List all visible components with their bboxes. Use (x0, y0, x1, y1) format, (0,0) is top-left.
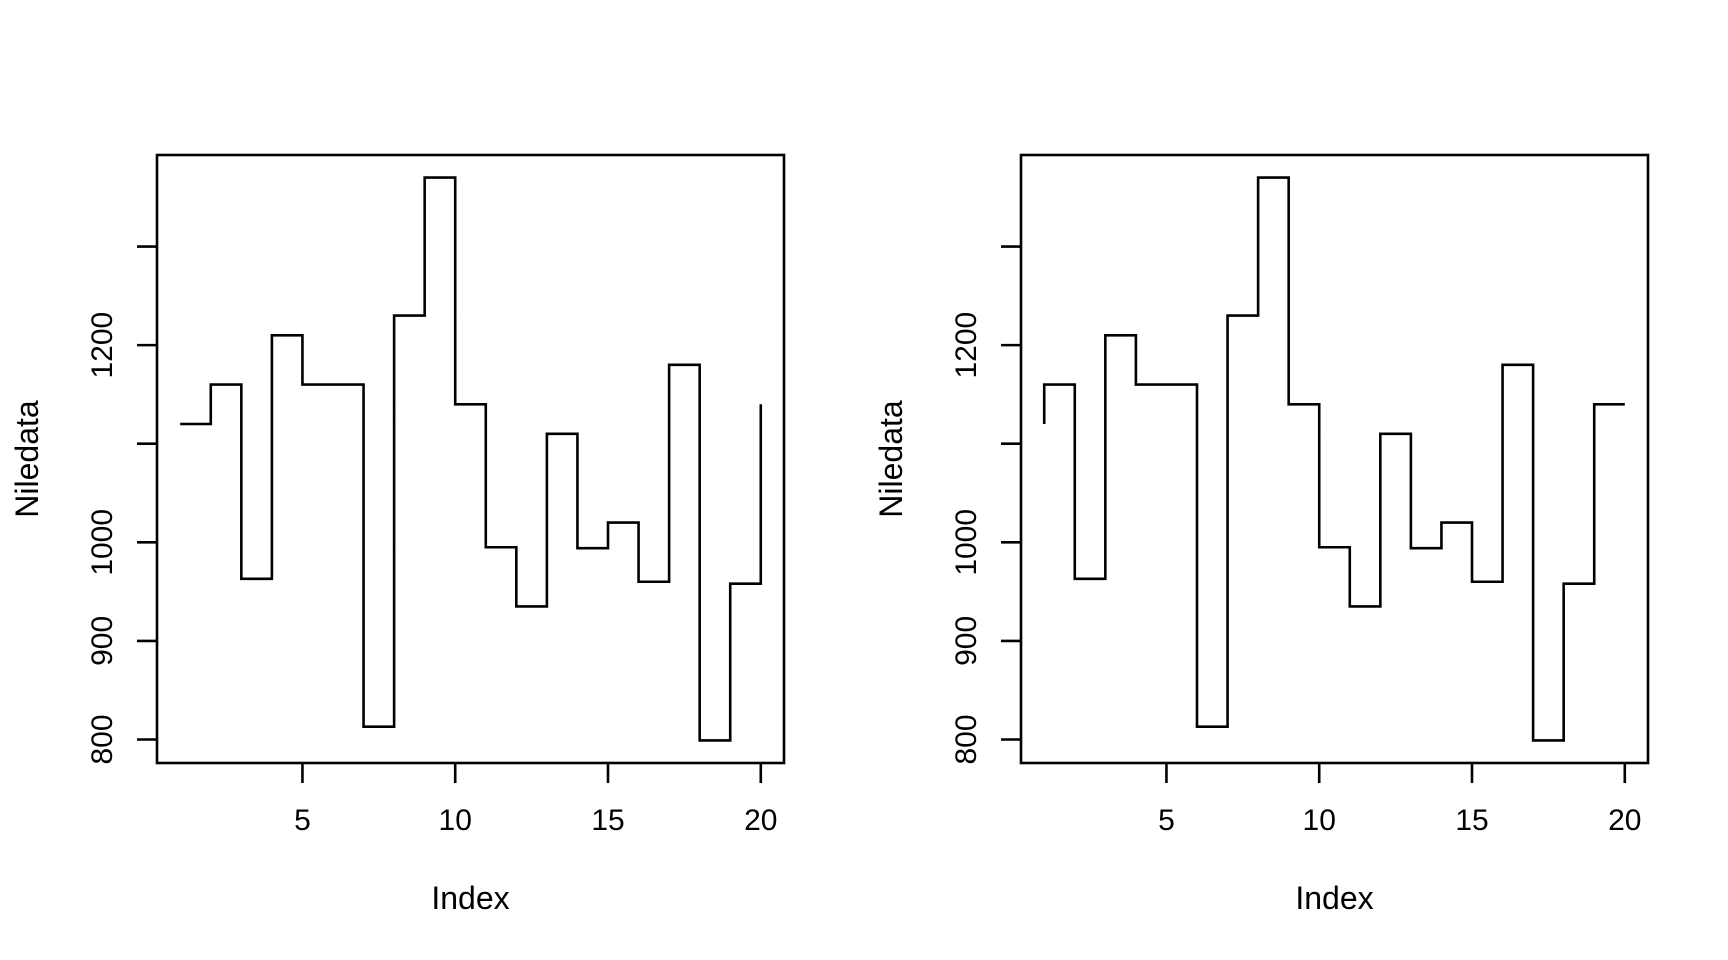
x-axis: 5 10 15 20 (294, 763, 777, 837)
y-tick-label: 800 (950, 714, 983, 764)
x-tick-label: 15 (1455, 804, 1488, 837)
x-tick-label: 5 (1158, 804, 1175, 837)
y-tick-label: 1000 (950, 509, 983, 576)
y-tick-label: 1200 (950, 312, 983, 379)
y-tick-label: 900 (950, 616, 983, 666)
x-tick-label: 10 (439, 804, 472, 837)
y-axis-title: Niledata (9, 400, 45, 518)
y-axis-title: Niledata (873, 400, 909, 518)
x-tick-label: 20 (1608, 804, 1641, 837)
y-tick-label: 1000 (86, 509, 119, 576)
step-series (180, 176, 763, 742)
x-tick-label: 20 (744, 804, 777, 837)
plot-box (1019, 153, 1650, 765)
x-axis: 5 10 15 20 (1158, 763, 1641, 837)
y-tick-label: 1200 (86, 312, 119, 379)
x-tick-label: 15 (591, 804, 624, 837)
x-tick-label: 10 (1303, 804, 1336, 837)
y-tick-label: 900 (86, 616, 119, 666)
x-axis-title: Index (1295, 880, 1373, 916)
y-tick-label: 800 (86, 714, 119, 764)
x-tick-label: 5 (294, 804, 311, 837)
x-axis-title: Index (431, 880, 509, 916)
step-series (1042, 176, 1625, 742)
y-axis: 800 900 1000 1200 (950, 245, 1021, 765)
plot-box (155, 153, 786, 765)
y-axis: 800 900 1000 1200 (86, 245, 157, 765)
step-plot-left: 5 10 15 20 800 900 1000 1200 Index Niledata (9, 153, 786, 916)
step-plot-right: 5 10 15 20 800 900 1000 1200 Index Niledata (873, 153, 1650, 916)
